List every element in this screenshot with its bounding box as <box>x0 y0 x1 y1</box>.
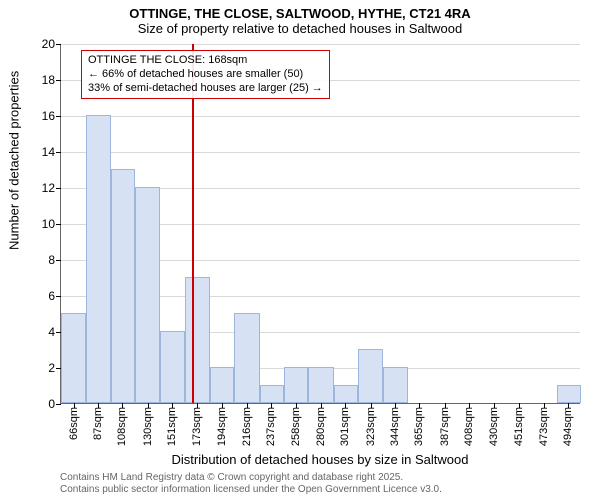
xtick-label: 108sqm <box>116 403 128 446</box>
callout-box: OTTINGE THE CLOSE: 168sqm← 66% of detach… <box>81 50 330 99</box>
xtick-label: 301sqm <box>339 403 351 446</box>
ytick-label: 18 <box>42 73 61 87</box>
xtick-label: 66sqm <box>68 403 80 440</box>
xtick-label: 494sqm <box>562 403 574 446</box>
histogram-bar <box>308 367 333 403</box>
xtick-label: 130sqm <box>142 403 154 446</box>
histogram-bar <box>185 277 210 403</box>
chart-title: OTTINGE, THE CLOSE, SALTWOOD, HYTHE, CT2… <box>0 0 600 21</box>
callout-line: 33% of semi-detached houses are larger (… <box>88 82 323 96</box>
gridline <box>61 44 580 45</box>
histogram-bar <box>135 187 160 403</box>
histogram-bar <box>160 331 184 403</box>
histogram-bar <box>86 115 110 403</box>
y-axis-label: Number of detached properties <box>7 71 22 250</box>
xtick-label: 365sqm <box>413 403 425 446</box>
gridline <box>61 116 580 117</box>
histogram-bar <box>557 385 581 403</box>
xtick-label: 87sqm <box>92 403 104 440</box>
xtick-label: 451sqm <box>513 403 525 446</box>
xtick-label: 237sqm <box>265 403 277 446</box>
histogram-bar <box>61 313 86 403</box>
histogram-bar <box>383 367 407 403</box>
ytick-label: 2 <box>48 361 61 375</box>
xtick-label: 430sqm <box>488 403 500 446</box>
xtick-label: 280sqm <box>315 403 327 446</box>
histogram-bar <box>234 313 259 403</box>
histogram-bar <box>334 385 358 403</box>
chart-plot-area: 0246810121416182066sqm87sqm108sqm130sqm1… <box>60 44 580 404</box>
histogram-bar <box>358 349 383 403</box>
ytick-label: 10 <box>42 217 61 231</box>
histogram-bar <box>284 367 308 403</box>
xtick-label: 194sqm <box>216 403 228 446</box>
histogram-bar <box>210 367 234 403</box>
ytick-label: 8 <box>48 253 61 267</box>
histogram-bar <box>260 385 284 403</box>
xtick-label: 216sqm <box>241 403 253 446</box>
footer-line-1: Contains HM Land Registry data © Crown c… <box>60 472 442 484</box>
histogram-bar <box>111 169 135 403</box>
ytick-label: 12 <box>42 181 61 195</box>
xtick-label: 473sqm <box>538 403 550 446</box>
ytick-label: 6 <box>48 289 61 303</box>
xtick-label: 344sqm <box>389 403 401 446</box>
ytick-label: 0 <box>48 397 61 411</box>
xtick-label: 173sqm <box>191 403 203 446</box>
ytick-label: 14 <box>42 145 61 159</box>
chart-subtitle: Size of property relative to detached ho… <box>0 21 600 40</box>
xtick-label: 387sqm <box>439 403 451 446</box>
ytick-label: 16 <box>42 109 61 123</box>
callout-line: OTTINGE THE CLOSE: 168sqm <box>88 54 323 68</box>
xtick-label: 408sqm <box>463 403 475 446</box>
xtick-label: 258sqm <box>290 403 302 446</box>
x-axis-label: Distribution of detached houses by size … <box>60 452 580 467</box>
xtick-label: 323sqm <box>365 403 377 446</box>
xtick-label: 151sqm <box>166 403 178 446</box>
callout-line: ← 66% of detached houses are smaller (50… <box>88 68 323 82</box>
chart-footer: Contains HM Land Registry data © Crown c… <box>60 472 442 496</box>
gridline <box>61 152 580 153</box>
ytick-label: 20 <box>42 37 61 51</box>
ytick-label: 4 <box>48 325 61 339</box>
footer-line-2: Contains public sector information licen… <box>60 484 442 496</box>
